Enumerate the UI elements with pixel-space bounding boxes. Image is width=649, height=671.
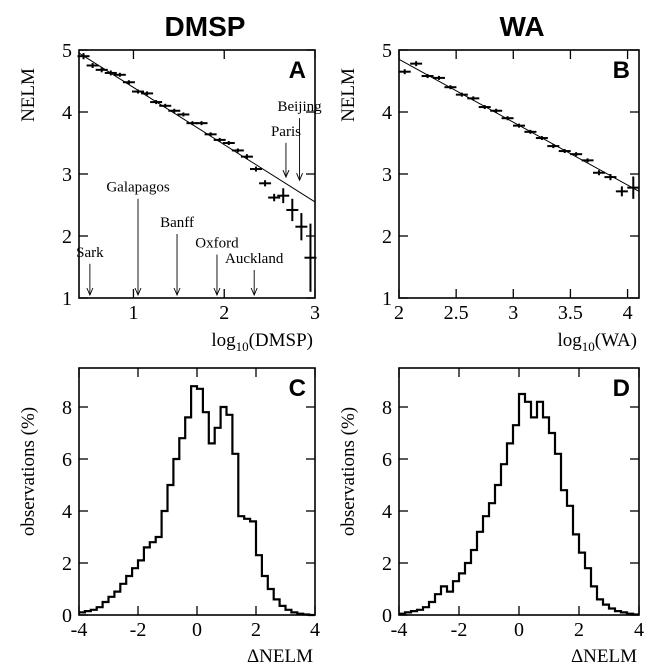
y-tick-label: 4: [382, 102, 392, 124]
y-tick-label: 0: [382, 605, 392, 627]
x-tick-label: -2: [130, 619, 147, 641]
plot-frame: [398, 49, 640, 299]
y-tick-label: 2: [382, 226, 392, 248]
panel-label: D: [613, 375, 630, 402]
y-tick-label: 6: [62, 449, 72, 471]
histogram-line: [399, 392, 639, 616]
annotation-label: Oxford: [195, 236, 239, 252]
annotation-arrowhead: [213, 287, 221, 297]
y-tick-label: 4: [62, 501, 72, 523]
annotation-label: Paris: [271, 124, 301, 140]
y-tick-label: 8: [382, 397, 392, 419]
y-tick-label: 8: [62, 397, 72, 419]
x-tick-label: 4: [310, 619, 320, 641]
y-tick-label: 3: [382, 164, 392, 186]
x-tick-label: 2: [574, 619, 584, 641]
annotation-label: Banff: [160, 215, 194, 231]
x-axis-label: ΔNELM: [571, 646, 637, 667]
annotation-arrowhead: [173, 287, 181, 297]
annotation-arrowhead: [134, 287, 142, 297]
fit-line: [78, 52, 316, 203]
annotation-label: Sark: [76, 245, 104, 261]
x-axis-label: log10(WA): [558, 330, 637, 354]
y-tick-label: 6: [382, 449, 392, 471]
x-tick-label: -4: [391, 619, 408, 641]
x-tick-label: -4: [71, 619, 88, 641]
annotation-arrowhead: [282, 169, 290, 179]
y-axis-label: observations (%): [338, 407, 359, 536]
x-tick-label: 2.5: [444, 302, 469, 324]
annotation-arrowhead: [250, 287, 258, 297]
x-tick-label: 2: [394, 302, 404, 324]
annotation-arrowhead: [86, 287, 94, 297]
y-tick-label: 1: [382, 288, 392, 310]
y-tick-label: 1: [62, 288, 72, 310]
y-tick-label: 2: [62, 553, 72, 575]
x-axis-label: ΔNELM: [247, 646, 313, 667]
x-tick-label: 3: [310, 302, 320, 324]
panels: 1 2 312345ANELMlog10(DMSP)SarkGalapagosBan…: [18, 40, 644, 667]
x-tick-label: 0: [514, 619, 524, 641]
y-tick-label: 5: [62, 40, 72, 62]
panel-label: A: [289, 57, 306, 84]
y-tick-label: 4: [62, 102, 72, 124]
y-tick-label: 2: [382, 553, 392, 575]
x-tick-label: 0: [192, 619, 202, 641]
x-tick-label: 4: [623, 302, 633, 324]
x-tick-label: -2: [451, 619, 468, 641]
annotation-label: Beijing: [277, 99, 322, 115]
histogram-line: [79, 385, 315, 617]
title-dmsp: DMSP: [165, 11, 246, 42]
annotation-label: Galapagos: [106, 180, 169, 196]
x-tick-label: 1: [128, 302, 138, 324]
y-tick-label: 4: [382, 501, 392, 523]
panel-label: C: [289, 375, 306, 402]
title-wa: WA: [499, 11, 544, 42]
plot-frame: [78, 367, 316, 616]
panel-label: B: [613, 57, 630, 84]
x-tick-label: 4: [634, 619, 644, 641]
x-axis-label: log10(DMSP): [211, 330, 313, 354]
y-tick-label: 0: [62, 605, 72, 627]
y-tick-label: 3: [62, 164, 72, 186]
annotation-label: Auckland: [225, 251, 284, 267]
annotation-arrowhead: [296, 173, 303, 182]
y-axis-label: NELM: [18, 68, 39, 122]
x-tick-label: 3.5: [558, 302, 583, 324]
x-tick-label: 2: [251, 619, 261, 641]
x-tick-label: 2: [219, 302, 229, 324]
y-axis-label: NELM: [338, 68, 359, 122]
y-axis-label: observations (%): [18, 407, 39, 536]
panel-a: 1 2 3 1 2 3 4 5 A NELM log10(DMSP) Sark Galapagos Ban…: [18, 40, 322, 354]
y-tick-label: 2: [62, 226, 72, 248]
x-tick-label: 3: [508, 302, 518, 324]
y-tick-label: 5: [382, 40, 392, 62]
